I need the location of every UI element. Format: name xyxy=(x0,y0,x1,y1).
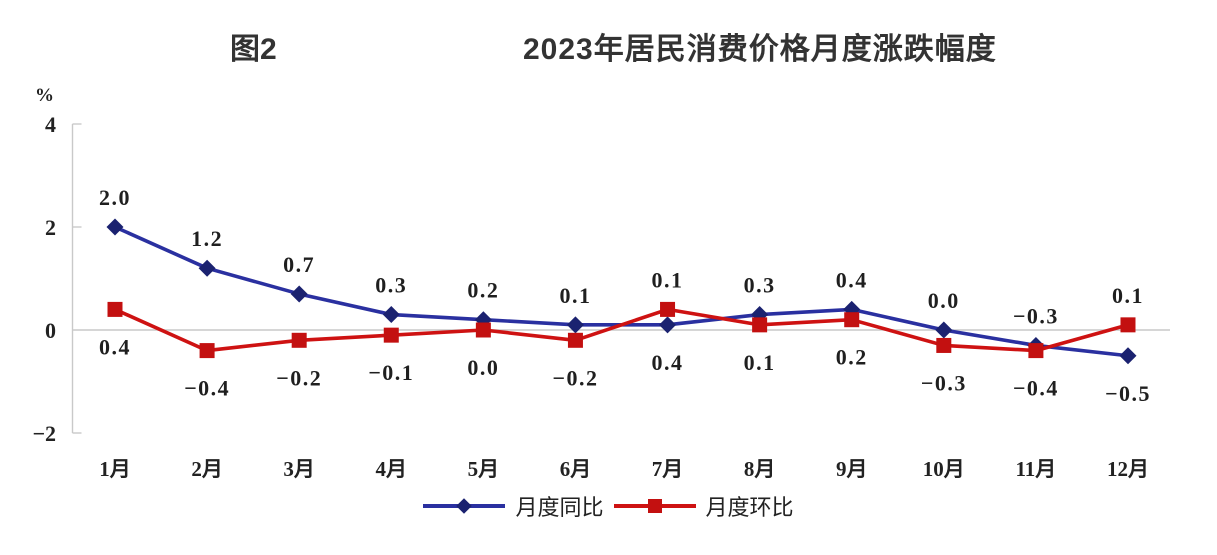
mom-point-marker xyxy=(107,301,123,317)
x-tick-label: 11月 xyxy=(1015,457,1056,481)
mom-point-marker xyxy=(383,327,399,343)
x-tick-label: 4月 xyxy=(376,457,408,481)
x-tick-label: 9月 xyxy=(836,457,868,481)
mom-point-marker xyxy=(1120,317,1136,333)
point-value-label-top: 0.1 xyxy=(652,267,684,292)
mom-point-marker xyxy=(199,343,215,359)
figure-number-label: 图2 xyxy=(230,33,277,66)
x-tick-label: 6月 xyxy=(560,457,592,481)
percent-unit-label: % xyxy=(35,85,54,106)
x-tick-label: 3月 xyxy=(283,457,315,481)
x-tick-label: 7月 xyxy=(652,457,684,481)
point-value-label-top: −0.3 xyxy=(1013,303,1059,328)
mom-point-marker xyxy=(475,322,491,338)
chart-legend: 月度同比 月度环比 xyxy=(0,490,1217,522)
mom-point-marker xyxy=(844,312,860,328)
point-value-label-bottom: 0.2 xyxy=(836,345,868,370)
yoy-point-marker xyxy=(566,316,584,334)
x-tick-label: 12月 xyxy=(1107,457,1149,481)
point-value-label-bottom: −0.3 xyxy=(921,370,967,395)
point-value-label-top: 2.0 xyxy=(99,185,131,210)
point-value-label-bottom: 0.4 xyxy=(99,334,131,359)
mom-point-marker xyxy=(1028,343,1044,359)
point-value-label-top: 0.4 xyxy=(836,267,868,292)
mom-legend-marker-icon xyxy=(613,499,696,513)
legend-item-mom: 月度环比 xyxy=(613,490,794,522)
point-value-label-top: 1.2 xyxy=(191,226,223,251)
point-value-label-top: 0.2 xyxy=(467,278,499,303)
y-tick-label: 0 xyxy=(45,318,56,343)
y-tick-label: 2 xyxy=(45,215,56,240)
mom-point-marker xyxy=(752,317,768,333)
point-value-label-bottom: 0.4 xyxy=(652,350,684,375)
yoy-point-marker xyxy=(935,321,953,339)
point-value-label-bottom: −0.5 xyxy=(1105,381,1151,406)
x-tick-label: 5月 xyxy=(468,457,500,481)
point-value-label-top: 0.0 xyxy=(928,288,960,313)
point-value-label-top: 0.1 xyxy=(1112,283,1144,308)
legend-label-yoy: 月度同比 xyxy=(515,495,604,520)
yoy-point-marker xyxy=(290,285,308,303)
yoy-series-line xyxy=(114,225,1129,358)
point-value-label-bottom: −0.4 xyxy=(1013,376,1059,401)
point-value-label-top: 0.3 xyxy=(375,273,407,298)
legend-item-yoy: 月度同比 xyxy=(423,490,604,522)
mom-point-marker xyxy=(936,337,952,353)
point-value-label-top: 0.7 xyxy=(283,252,315,277)
yoy-point-marker xyxy=(382,306,400,324)
mom-point-marker xyxy=(291,332,307,348)
x-tick-label: 2月 xyxy=(191,457,223,481)
point-value-label-bottom: 0.0 xyxy=(467,355,499,380)
yoy-legend-marker-icon xyxy=(423,498,506,514)
legend-label-mom: 月度环比 xyxy=(705,495,794,520)
x-tick-label: 1月 xyxy=(99,457,131,481)
mom-point-marker xyxy=(660,301,676,317)
chart-header: 图2 2023年居民消费价格月度涨跌幅度 xyxy=(0,0,1217,70)
x-tick-label: 10月 xyxy=(923,457,965,481)
point-value-label-bottom: −0.4 xyxy=(184,376,230,401)
x-tick-label: 8月 xyxy=(744,457,776,481)
yoy-point-marker xyxy=(1119,347,1137,365)
y-tick-label: 4 xyxy=(45,112,56,137)
y-tick-label: −2 xyxy=(32,421,56,446)
point-value-label-top: 0.1 xyxy=(559,283,591,308)
yoy-point-marker xyxy=(198,259,216,277)
point-value-label-bottom: −0.1 xyxy=(368,360,414,385)
point-value-label-bottom: −0.2 xyxy=(276,365,322,390)
yoy-point-marker xyxy=(659,316,677,334)
mom-point-marker xyxy=(567,332,583,348)
point-value-label-bottom: −0.2 xyxy=(552,365,598,390)
figure-title: 2023年居民消费价格月度涨跌幅度 xyxy=(523,33,997,66)
point-value-label-top: 0.3 xyxy=(744,273,776,298)
mom-series-line xyxy=(114,307,1129,353)
point-value-label-bottom: 0.1 xyxy=(744,350,776,375)
yoy-point-marker xyxy=(106,218,124,236)
